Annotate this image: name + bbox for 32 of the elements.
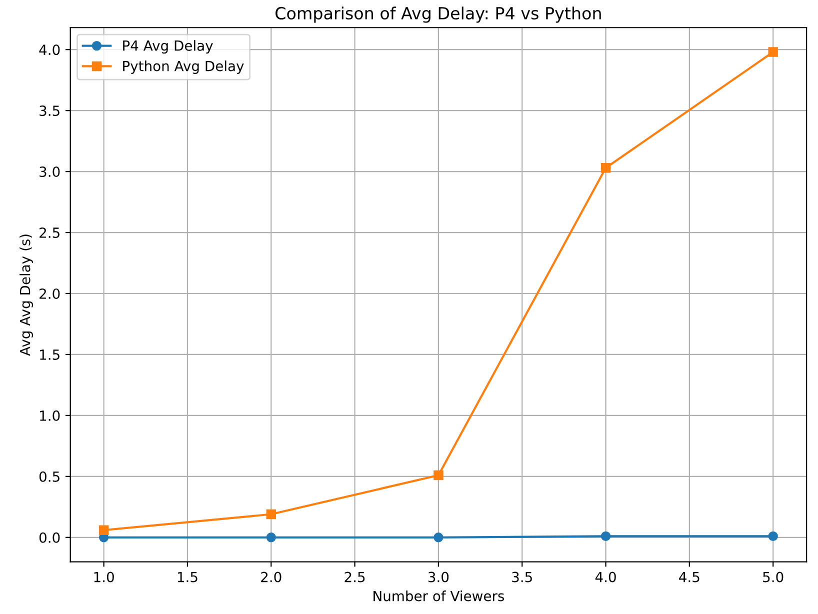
point xyxy=(768,47,778,57)
y-tick-label: 3.0 xyxy=(40,166,60,178)
y-axis-title: Avg Avg Delay (s) xyxy=(20,234,33,356)
chart-title: Comparison of Avg Delay: P4 vs Python xyxy=(276,6,601,23)
y-tick-label: 1.0 xyxy=(40,410,60,421)
x-tick-label: 3.5 xyxy=(512,572,532,582)
y-tick-label: 0.5 xyxy=(39,471,60,482)
point xyxy=(266,532,276,542)
x-tick-label: 1.5 xyxy=(178,572,198,582)
x-tick-label: 5.0 xyxy=(763,572,784,582)
point xyxy=(98,525,109,535)
legend-label: P4 Avg Delay xyxy=(123,40,213,54)
point xyxy=(768,531,778,542)
y-tick-label: 0.0 xyxy=(39,532,60,543)
point xyxy=(434,532,444,542)
y-tick-label: 4.0 xyxy=(39,44,60,56)
x-tick-label: 4.5 xyxy=(679,572,700,582)
x-tick-label: 2.0 xyxy=(261,572,282,582)
legend-label: Python Avg Delay xyxy=(123,60,244,74)
point xyxy=(266,509,276,520)
x-tick-label: 1.0 xyxy=(94,572,114,582)
point xyxy=(434,470,444,480)
y-tick-label: 3.5 xyxy=(40,106,60,116)
x-tick-label: 4.0 xyxy=(595,572,616,582)
x-axis-title: Number of Viewers xyxy=(374,590,504,602)
point xyxy=(600,163,611,173)
x-tick-label: 2.5 xyxy=(344,572,365,582)
y-tick-label: 1.5 xyxy=(40,350,60,360)
point xyxy=(600,531,611,542)
x-tick-label: 3.0 xyxy=(428,572,449,582)
y-tick-label: 2.0 xyxy=(40,288,60,299)
y-tick-label: 2.5 xyxy=(40,227,60,238)
